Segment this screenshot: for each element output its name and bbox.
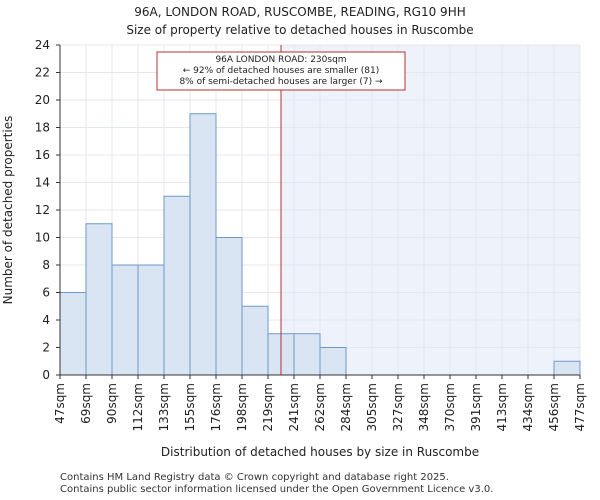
footer-attribution-2: Contains public sector information licen… [60,484,494,495]
histogram-bar [319,347,347,376]
x-tick-label: 434sqm [521,383,535,431]
histogram-bar [85,223,113,376]
annotation-text: 96A LONDON ROAD: 230sqm [215,55,346,65]
x-tick-label: 219sqm [261,383,275,431]
y-tick-label: 0 [42,368,50,382]
histogram-bar [241,305,269,376]
y-tick-label: 14 [35,176,50,190]
x-tick-label: 155sqm [183,383,197,431]
histogram-bar [215,237,243,376]
y-tick-label: 18 [35,121,50,135]
x-tick-label: 176sqm [209,383,223,431]
y-tick-label: 24 [35,38,50,52]
histogram-bar [189,113,217,376]
histogram-bar [111,264,139,376]
chart-subtitle: Size of property relative to detached ho… [126,23,473,37]
x-tick-label: 262sqm [313,383,327,431]
histogram-bar [163,195,191,376]
histogram-bar [293,333,321,376]
histogram-bar [553,360,581,376]
y-tick-label: 20 [35,93,50,107]
x-tick-label: 90sqm [105,383,119,424]
x-tick-label: 284sqm [339,383,353,431]
x-axis-label: Distribution of detached houses by size … [161,445,479,459]
x-tick-label: 112sqm [131,383,145,431]
chart-title: 96A, LONDON ROAD, RUSCOMBE, READING, RG1… [134,5,466,19]
x-tick-label: 477sqm [573,383,587,431]
x-tick-label: 391sqm [469,383,483,431]
x-tick-label: 327sqm [391,383,405,431]
y-axis-label: Number of detached properties [1,116,15,305]
y-tick-label: 22 [35,66,50,80]
x-tick-label: 370sqm [443,383,457,431]
x-tick-label: 47sqm [53,383,67,424]
y-tick-label: 6 [42,286,50,300]
x-tick-label: 198sqm [235,383,249,431]
x-tick-label: 241sqm [287,383,301,431]
histogram-bar [137,264,165,376]
y-tick-label: 10 [35,231,50,245]
footer-attribution-1: Contains HM Land Registry data © Crown c… [60,472,449,483]
y-tick-label: 4 [42,313,50,327]
x-tick-label: 133sqm [157,383,171,431]
x-tick-label: 69sqm [79,383,93,424]
y-tick-label: 2 [42,341,50,355]
x-tick-label: 305sqm [365,383,379,431]
y-tick-label: 8 [42,258,50,272]
histogram-bar [59,292,87,376]
annotation-text: 8% of semi-detached houses are larger (7… [179,77,383,87]
annotation-text: ← 92% of detached houses are smaller (81… [183,66,380,76]
x-tick-label: 413sqm [495,383,509,431]
histogram-chart: 96A, LONDON ROAD, RUSCOMBE, READING, RG1… [1,5,587,459]
y-tick-label: 12 [35,203,50,217]
annotation-box [156,51,406,91]
x-tick-label: 456sqm [547,383,561,431]
x-tick-label: 348sqm [417,383,431,431]
y-tick-label: 16 [35,148,50,162]
